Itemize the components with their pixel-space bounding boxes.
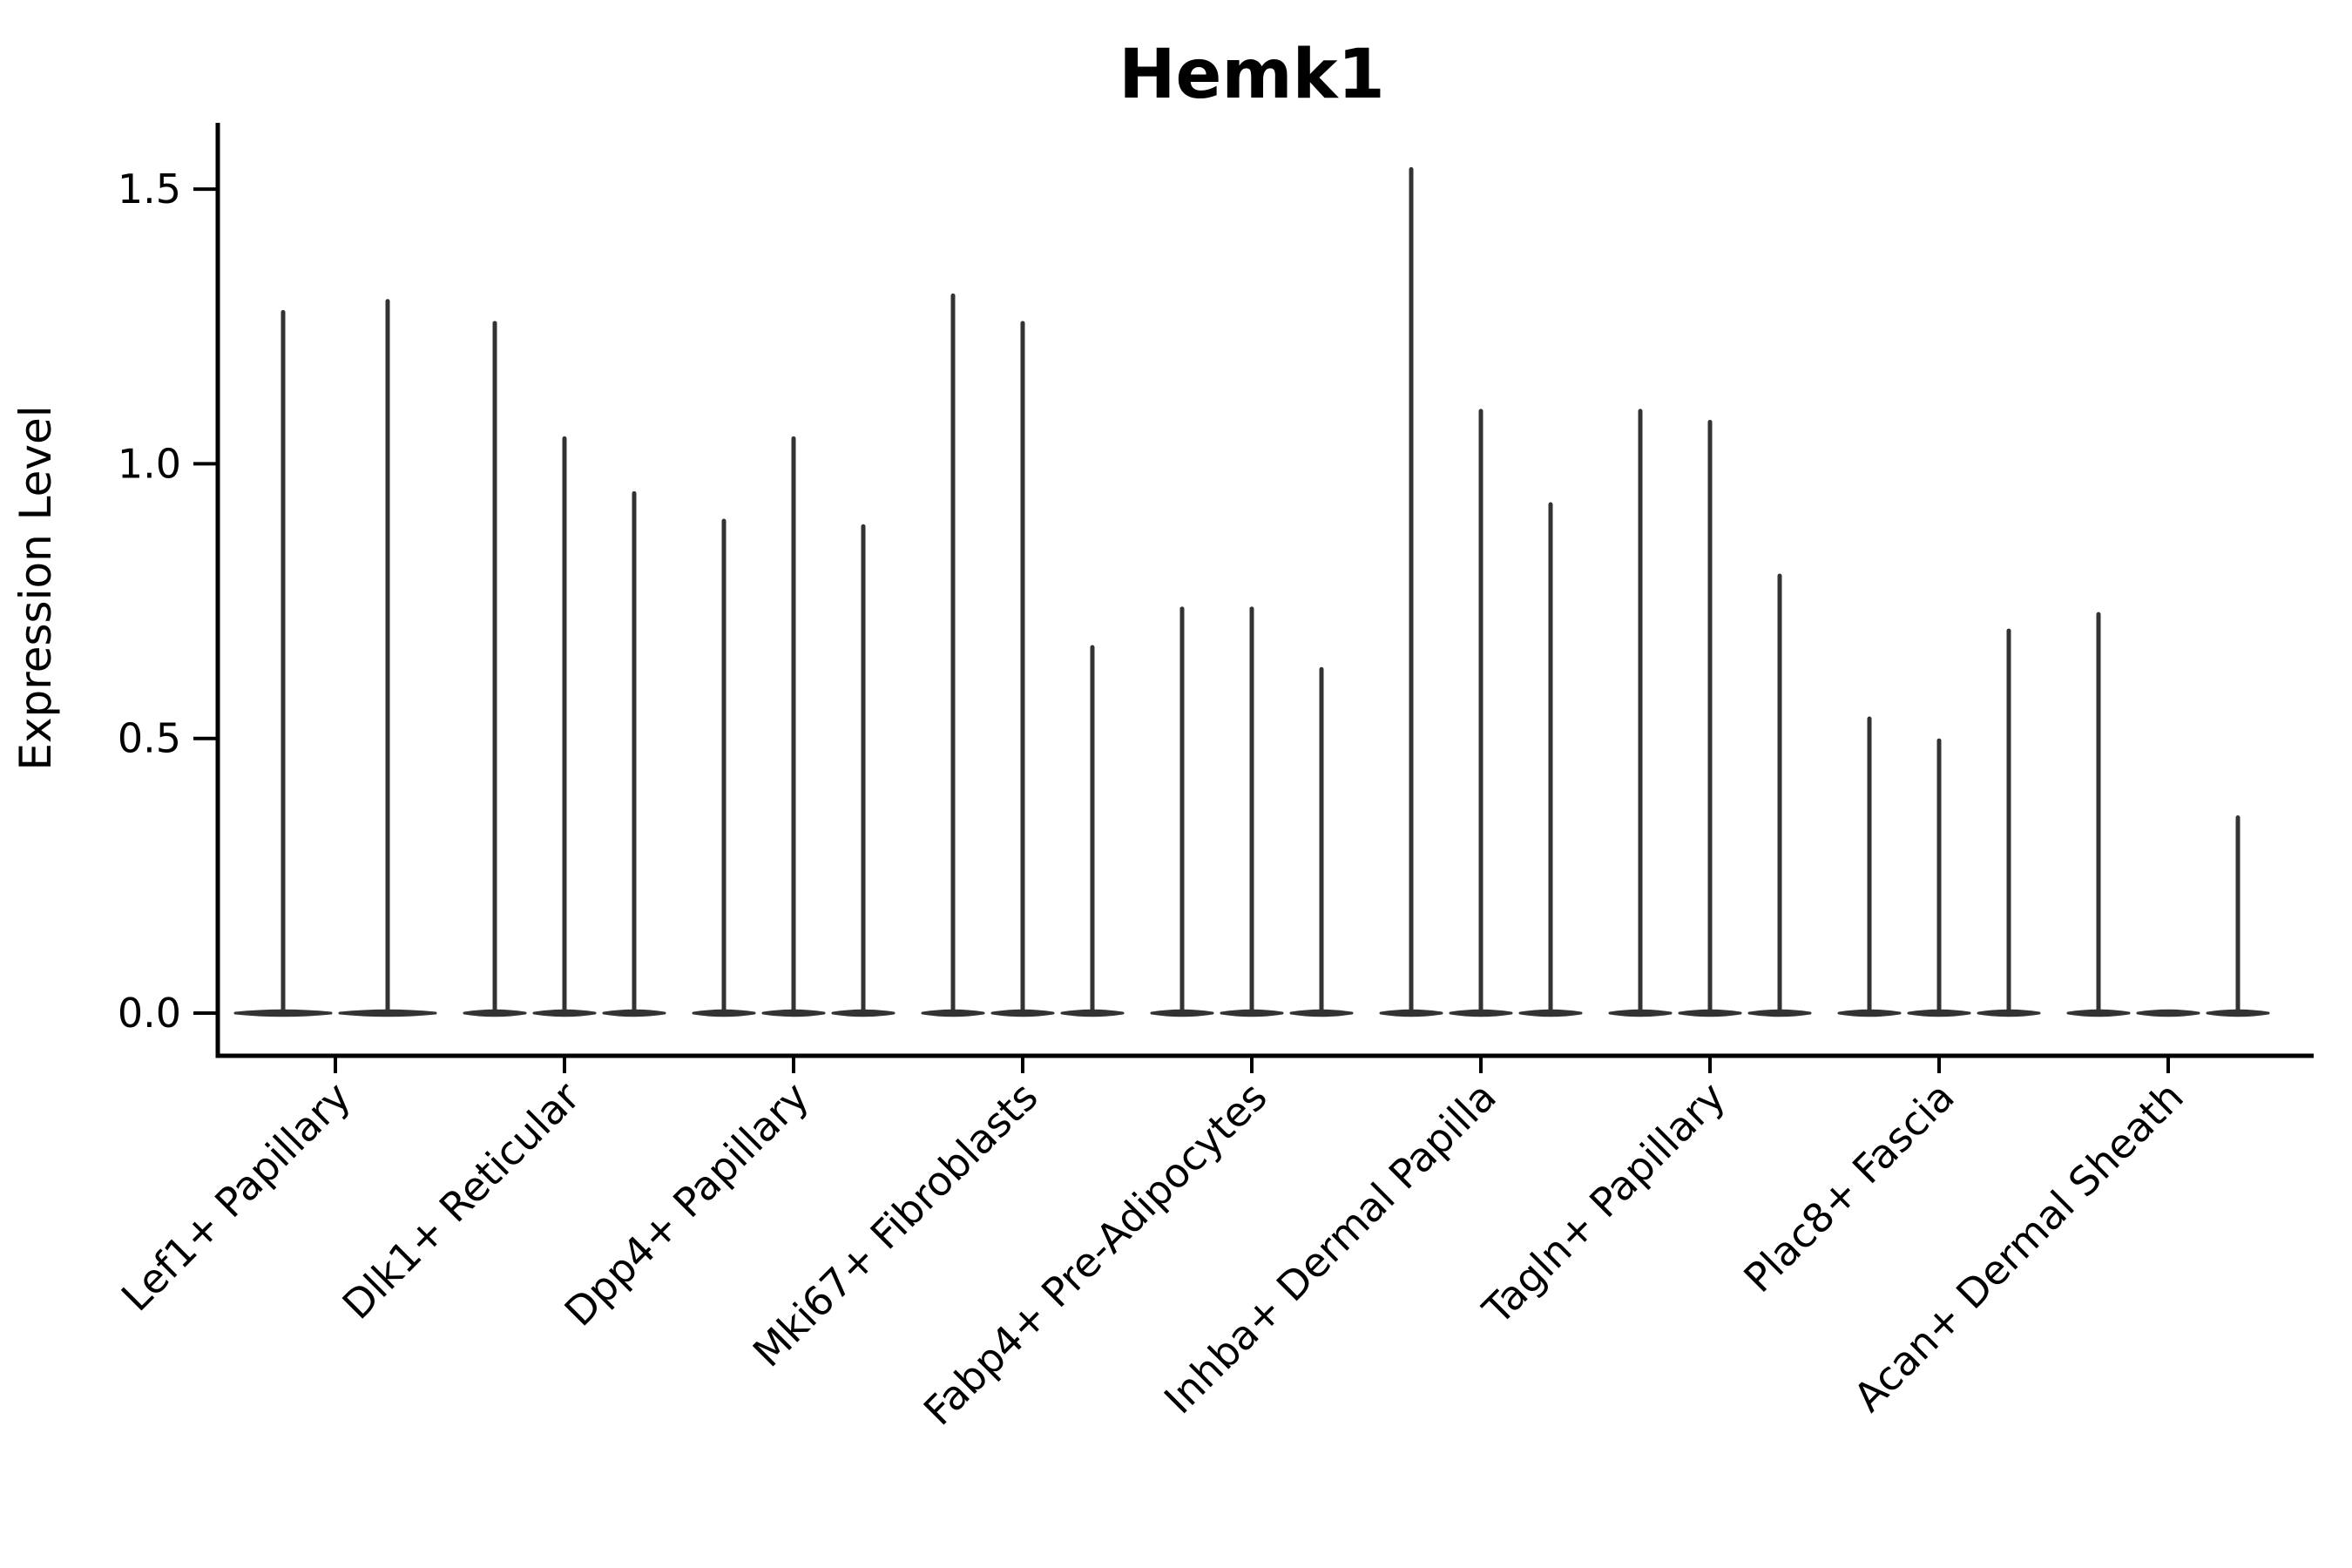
chart-title: Hemk1	[1119, 36, 1385, 114]
violin-body	[1449, 1009, 1513, 1017]
violin-group	[1150, 606, 1354, 1017]
violin-body	[1220, 1009, 1284, 1017]
violin-body	[1289, 1009, 1354, 1017]
violin-group	[463, 321, 666, 1017]
violin-group	[1608, 409, 1812, 1017]
violin-body	[1907, 1009, 1971, 1017]
violin-body	[2206, 1009, 2270, 1017]
violin-group	[921, 293, 1125, 1017]
x-axis-label: Lef1+ Papillary	[112, 1073, 360, 1321]
violin-body	[532, 1009, 597, 1017]
violin-body	[1379, 1009, 1443, 1017]
violin-body	[1518, 1009, 1583, 1017]
violin-group	[2066, 612, 2270, 1017]
x-axis-label: Tagln+ Papillary	[1473, 1073, 1734, 1335]
violin-body	[990, 1009, 1055, 1017]
violin-body	[1977, 1009, 2041, 1017]
violin-body	[1678, 1009, 1742, 1017]
violin-body	[602, 1009, 666, 1017]
violin-body	[2136, 1009, 2200, 1017]
violin-group	[1837, 628, 2041, 1017]
x-axis-label: Dpp4+ Papillary	[556, 1073, 818, 1335]
violin-body	[831, 1009, 896, 1017]
x-axis-label: Dlk1+ Reticular	[334, 1073, 589, 1328]
y-tick-label: 0.0	[118, 990, 181, 1037]
x-axis-label: Plac8+ Fascia	[1734, 1073, 1963, 1301]
y-tick-label: 1.0	[118, 440, 181, 487]
violin-body	[2066, 1009, 2131, 1017]
plot-content	[233, 166, 2270, 1017]
violin-body	[463, 1009, 527, 1017]
violin-body	[1150, 1009, 1214, 1017]
y-tick-label: 0.5	[118, 715, 181, 762]
violin-group	[692, 436, 896, 1017]
violin-body	[1608, 1009, 1673, 1017]
y-tick-label: 1.5	[118, 166, 181, 213]
violin-body	[761, 1009, 826, 1017]
violin-group	[233, 299, 437, 1017]
violin-body	[1060, 1009, 1125, 1017]
violin-body	[1837, 1009, 1902, 1017]
violin-group	[1379, 166, 1583, 1017]
violin-body	[1747, 1009, 1812, 1017]
violin-body	[338, 1009, 437, 1017]
y-axis-title: Expression Level	[10, 405, 61, 770]
violin-body	[921, 1009, 985, 1017]
violin-body	[233, 1009, 333, 1017]
violin-body	[692, 1009, 756, 1017]
